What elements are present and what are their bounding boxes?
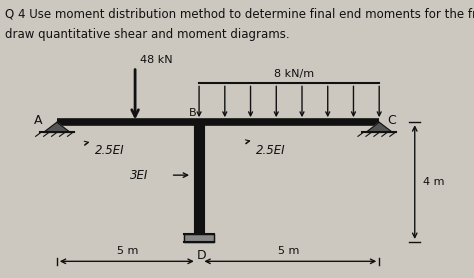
Text: B: B <box>189 108 197 118</box>
Text: 5 m: 5 m <box>117 246 139 256</box>
Polygon shape <box>183 234 214 242</box>
Text: 4 m: 4 m <box>423 177 445 187</box>
Polygon shape <box>44 122 70 132</box>
Text: D: D <box>197 249 206 262</box>
Text: 2.5EI: 2.5EI <box>95 144 124 157</box>
Text: C: C <box>388 115 396 127</box>
Text: draw quantitative shear and moment diagrams.: draw quantitative shear and moment diagr… <box>5 28 289 41</box>
Text: 48 kN: 48 kN <box>140 55 173 65</box>
Text: 8 kN/m: 8 kN/m <box>274 69 314 79</box>
Text: A: A <box>34 115 43 127</box>
Text: 2.5EI: 2.5EI <box>256 144 285 157</box>
Text: 5 m: 5 m <box>278 246 300 256</box>
Text: Q 4 Use moment distribution method to determine final end moments for the frame : Q 4 Use moment distribution method to de… <box>5 8 474 21</box>
Text: 3EI: 3EI <box>130 169 149 182</box>
Polygon shape <box>366 122 392 132</box>
